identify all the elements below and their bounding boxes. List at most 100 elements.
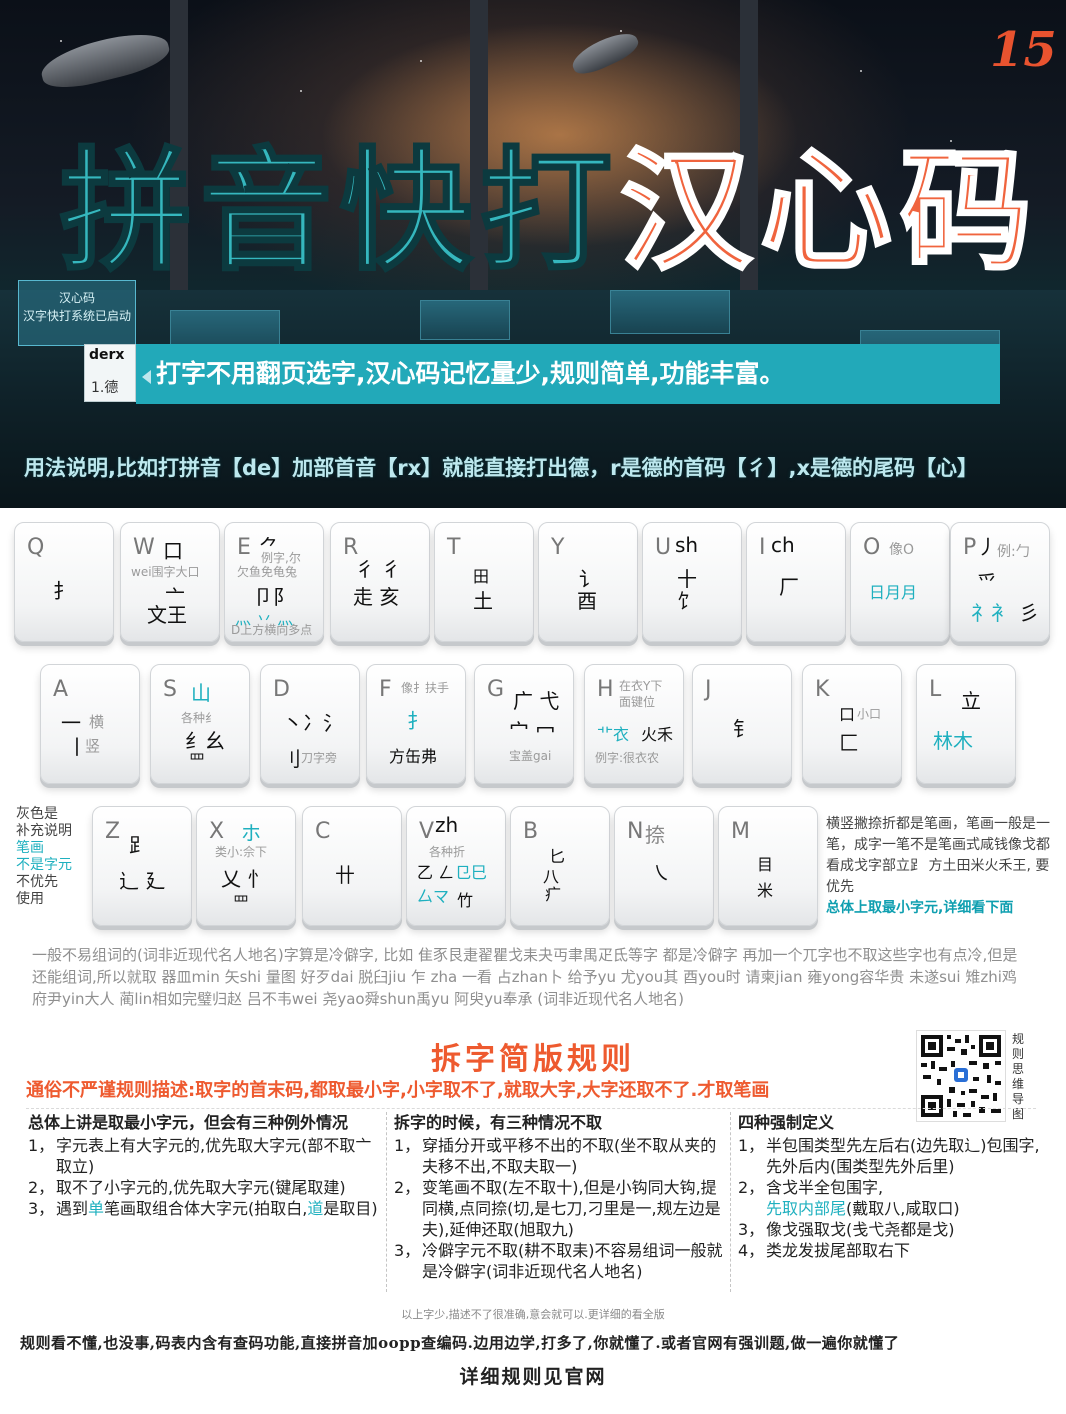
key-hint: 例字:很衣农 xyxy=(595,751,660,765)
column-divider xyxy=(386,1112,387,1292)
window-frame xyxy=(170,0,188,300)
key-z[interactable]: Z 𧾷 辶 廴 xyxy=(92,806,192,926)
rule-item: 2， 变笔画不取(左不取十),但是小钩同大钩,提同横,点同捺(切,是七刀,刁里是… xyxy=(394,1177,724,1240)
key-letter: G xyxy=(487,677,505,702)
rule-text: 穿插分开或平移不出的不取(坐不取从夹的夫移不出,不取夫取一) xyxy=(422,1136,717,1176)
key-radical: 彳 彳 xyxy=(355,557,402,581)
key-radical-highlight: 厶マ xyxy=(417,887,450,906)
key-radical: 米 xyxy=(757,881,774,900)
key-radical-highlight: 山 xyxy=(191,681,211,705)
key-m[interactable]: M 目 米 xyxy=(718,806,818,926)
rule-item: 1， 半包围类型先左后右(边先取辶)包围字,先外后内(围类型先外后里) xyxy=(738,1135,1044,1177)
rule-text: 字元表上有大字元的,优先取大字元(部不取亠取立) xyxy=(56,1136,372,1176)
rule-text: 笔画取组合体大字元(拍取白, xyxy=(104,1199,308,1218)
key-i[interactable]: I ch 厂 xyxy=(746,522,846,642)
key-hint: wei围字大口 xyxy=(131,565,200,579)
key-letter: B xyxy=(523,819,539,844)
key-hint: 各种纟 xyxy=(181,711,218,725)
key-letter: X xyxy=(209,819,225,844)
key-shengmu: zh xyxy=(435,813,459,837)
key-radical: 亠 xyxy=(165,585,185,609)
key-g[interactable]: G 广 弋 宀 冖 宝盖gai xyxy=(474,664,574,784)
key-s[interactable]: S 山 各种纟 纟幺 罒 xyxy=(150,664,250,784)
key-radical: 爫 xyxy=(977,571,997,595)
rules-column-exceptions: 总体上讲是取最小字元，但会有三种例外情况 1， 字元表上有大字元的,优先取大字元… xyxy=(28,1112,380,1219)
key-letter: K xyxy=(815,677,830,702)
rule-number: 2， xyxy=(28,1178,55,1197)
key-radical: 纟幺 xyxy=(185,729,225,753)
key-letter: E xyxy=(237,535,251,560)
key-letter: L xyxy=(929,677,942,702)
ime-candidate: 1.德 xyxy=(91,380,119,396)
key-radical: 文王 xyxy=(147,603,187,627)
key-radical: 彡 xyxy=(1019,601,1039,625)
rule-number: 3， xyxy=(28,1199,55,1218)
key-radical: 酉 xyxy=(577,589,597,613)
key-l[interactable]: L 立 林木 xyxy=(916,664,1016,784)
key-hint: D上方横向多点 xyxy=(231,623,313,637)
key-radical: 扌 xyxy=(53,579,73,603)
key-letter: W xyxy=(133,535,155,560)
qr-code-image[interactable] xyxy=(916,1030,1006,1122)
key-j[interactable]: J 钅 xyxy=(692,664,792,784)
key-radical-highlight: 林木 xyxy=(933,729,973,753)
key-radical: 口 xyxy=(163,539,183,563)
key-c[interactable]: C 卄 xyxy=(302,806,402,926)
key-u[interactable]: U sh 十 饣 xyxy=(642,522,742,642)
rule-number: 3， xyxy=(394,1241,421,1260)
key-w[interactable]: W 口 wei围字大口 亠 文王 xyxy=(120,522,220,642)
ime-candidate-box: derx 1.德 xyxy=(84,344,136,402)
key-t[interactable]: T 田 土 xyxy=(434,522,534,642)
title-part-hanxinma: 汉心码 xyxy=(619,134,1040,291)
key-hint: 面键位 xyxy=(619,695,656,709)
key-q[interactable]: Q 扌 xyxy=(14,522,114,642)
spaceship-image xyxy=(567,26,643,80)
key-radical: 匚 xyxy=(839,731,859,755)
key-radical: 钅 xyxy=(733,717,753,741)
key-radical-highlight: 扌 xyxy=(407,709,427,733)
key-k[interactable]: K 口 小口 匚 xyxy=(802,664,902,784)
key-y[interactable]: Y 讠 酉 xyxy=(538,522,638,642)
key-h[interactable]: H 在衣Y下 面键位 ⻀衣 火禾 例字:很衣农 xyxy=(584,664,684,784)
key-p[interactable]: P 丿 例:勹 爫 礻衤 彡 xyxy=(950,522,1050,642)
key-r[interactable]: R 彳 彳 走 亥 xyxy=(330,522,430,642)
key-v[interactable]: V zh 各种折 乙 ㄥ ⺋巳 厶マ 竹 xyxy=(406,806,506,926)
key-letter: V xyxy=(419,819,435,844)
key-letter: O xyxy=(863,535,881,560)
key-e[interactable]: E ⺈ 例字,尔 欠鱼免龟兔 卩阝 灬 丷 灬 D上方横向多点 xyxy=(224,522,324,642)
key-b[interactable]: B 匕 八 疒 xyxy=(510,806,610,926)
rule-number: 1， xyxy=(28,1136,55,1155)
key-radical: 丿 xyxy=(977,535,997,559)
column-heading: 拆字的时候，有三种情况不取 xyxy=(394,1113,603,1132)
ime-input-code: derx xyxy=(89,347,125,363)
key-hint: 例:勹 xyxy=(997,544,1030,560)
key-x[interactable]: X ホ 类小:佘下 乂 忄 罒 xyxy=(196,806,296,926)
rules-column-not-taken: 拆字的时候，有三种情况不取 1， 穿插分开或平移不出的不取(坐不取从夹的夫移不出… xyxy=(394,1112,724,1282)
rule-item: 2， 取不了小字元的,优先取大字元(键尾取建) xyxy=(28,1177,380,1198)
key-radical: 八 xyxy=(543,867,560,886)
rule-text: 遇到 xyxy=(56,1199,89,1218)
key-radical: 卩阝 xyxy=(253,585,293,609)
divider xyxy=(26,1108,1036,1109)
key-radical: 走 亥 xyxy=(353,585,400,609)
rule-item: 2， 含戈半全包围字, 先取内部尾(戴取八,咸取口) xyxy=(738,1177,1044,1219)
key-f[interactable]: F 像扌扶手 扌 方缶弗 xyxy=(366,664,466,784)
legend-line-highlight: 不是字元 xyxy=(16,857,72,873)
key-n[interactable]: N 捺 ㇏ xyxy=(614,806,714,926)
keyboard-row-2: A 一 横 丨 竖 S 山 各种纟 纟幺 罒 D 丶冫氵 刂 刀字旁 F 像扌扶… xyxy=(0,664,1066,794)
footer-help-text: 规则看不懂,也没事,码表内含有查码功能,直接拼音加oopp查编码.边用边学,打多… xyxy=(20,1334,900,1352)
stroke-note-right: 横竖撇捺折都是笔画，笔画一般是一笔，成字一笔不是笔画式咸钱像戈都看成戈字部立𧾷 … xyxy=(826,814,1058,919)
key-a[interactable]: A 一 横 丨 竖 xyxy=(40,664,140,784)
key-letter: I xyxy=(759,535,766,560)
hero-banner: 汉心码 汉字快打系统已启动 15 拼音快打汉心码 derx 1.德 打字不用翻页… xyxy=(0,0,1066,508)
key-radical: 丨 xyxy=(67,735,87,759)
key-shengmu: ch xyxy=(771,533,795,557)
key-radical: 火禾 xyxy=(641,725,674,744)
key-radical-highlight: 灬 丷 灬 xyxy=(235,609,294,628)
key-radical-highlight: ホ xyxy=(241,821,261,845)
column-divider xyxy=(730,1112,731,1292)
rules-title: 拆字简版规则 xyxy=(431,1042,635,1077)
key-o[interactable]: O 像O 日月月 xyxy=(850,522,950,642)
key-radical: 辶 廴 xyxy=(119,869,166,893)
key-d[interactable]: D 丶冫氵 刂 刀字旁 xyxy=(260,664,360,784)
